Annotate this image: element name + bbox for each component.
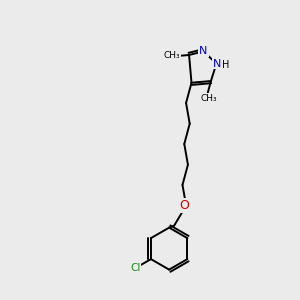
Text: O: O [179,199,189,212]
Text: CH₃: CH₃ [164,51,180,60]
Text: Cl: Cl [130,263,140,273]
Text: CH₃: CH₃ [200,94,217,103]
Text: H: H [222,60,229,70]
Text: N: N [213,58,222,69]
Text: N: N [199,46,208,56]
